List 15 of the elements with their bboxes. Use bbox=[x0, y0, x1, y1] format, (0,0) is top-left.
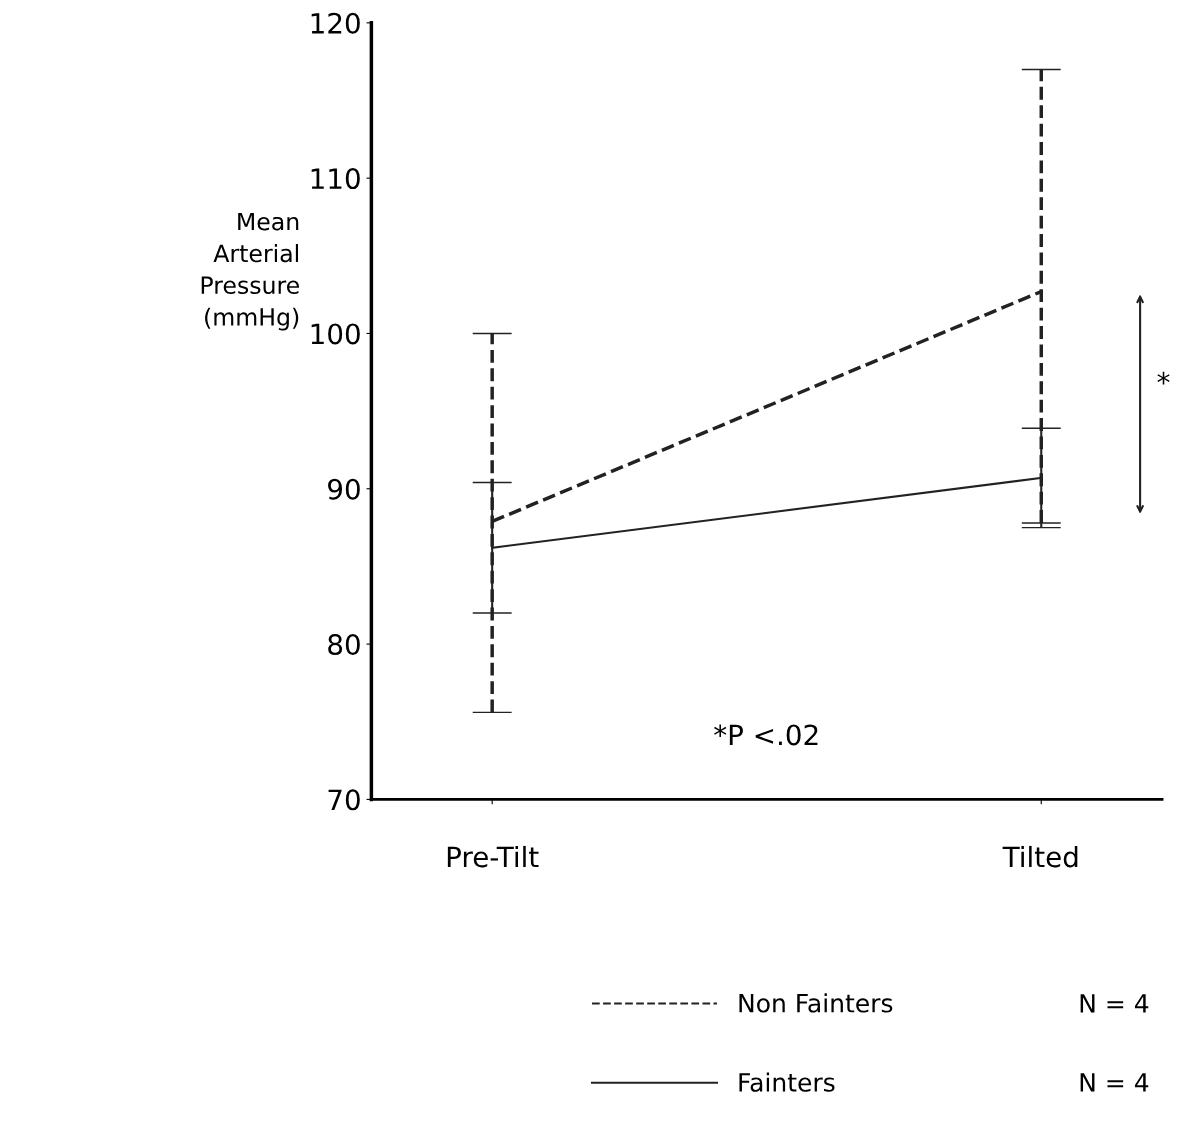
legend-label: Non Fainters bbox=[739, 993, 893, 1013]
y-axis-title: Mean Arterial Pressure (mmHg) bbox=[201, 212, 299, 331]
text: N = 4 bbox=[1080, 994, 1149, 1013]
text: N = 4 bbox=[1080, 1073, 1149, 1092]
y-tick-label: 80 bbox=[328, 634, 360, 656]
x-tick-label: Tilted bbox=[1002, 845, 1078, 868]
y-tick-label: 100 bbox=[311, 323, 360, 345]
legend-label: Fainters bbox=[739, 1072, 835, 1092]
y-tick-label: 120 bbox=[311, 12, 360, 34]
y-tick-label: 110 bbox=[311, 168, 360, 190]
y-tick-label: 90 bbox=[328, 478, 360, 500]
annotation: * bbox=[1157, 371, 1170, 385]
y-tick-label: 70 bbox=[328, 789, 360, 811]
annotation: *P <.02 bbox=[714, 724, 818, 746]
x-tick-label: Pre-Tilt bbox=[447, 845, 539, 868]
